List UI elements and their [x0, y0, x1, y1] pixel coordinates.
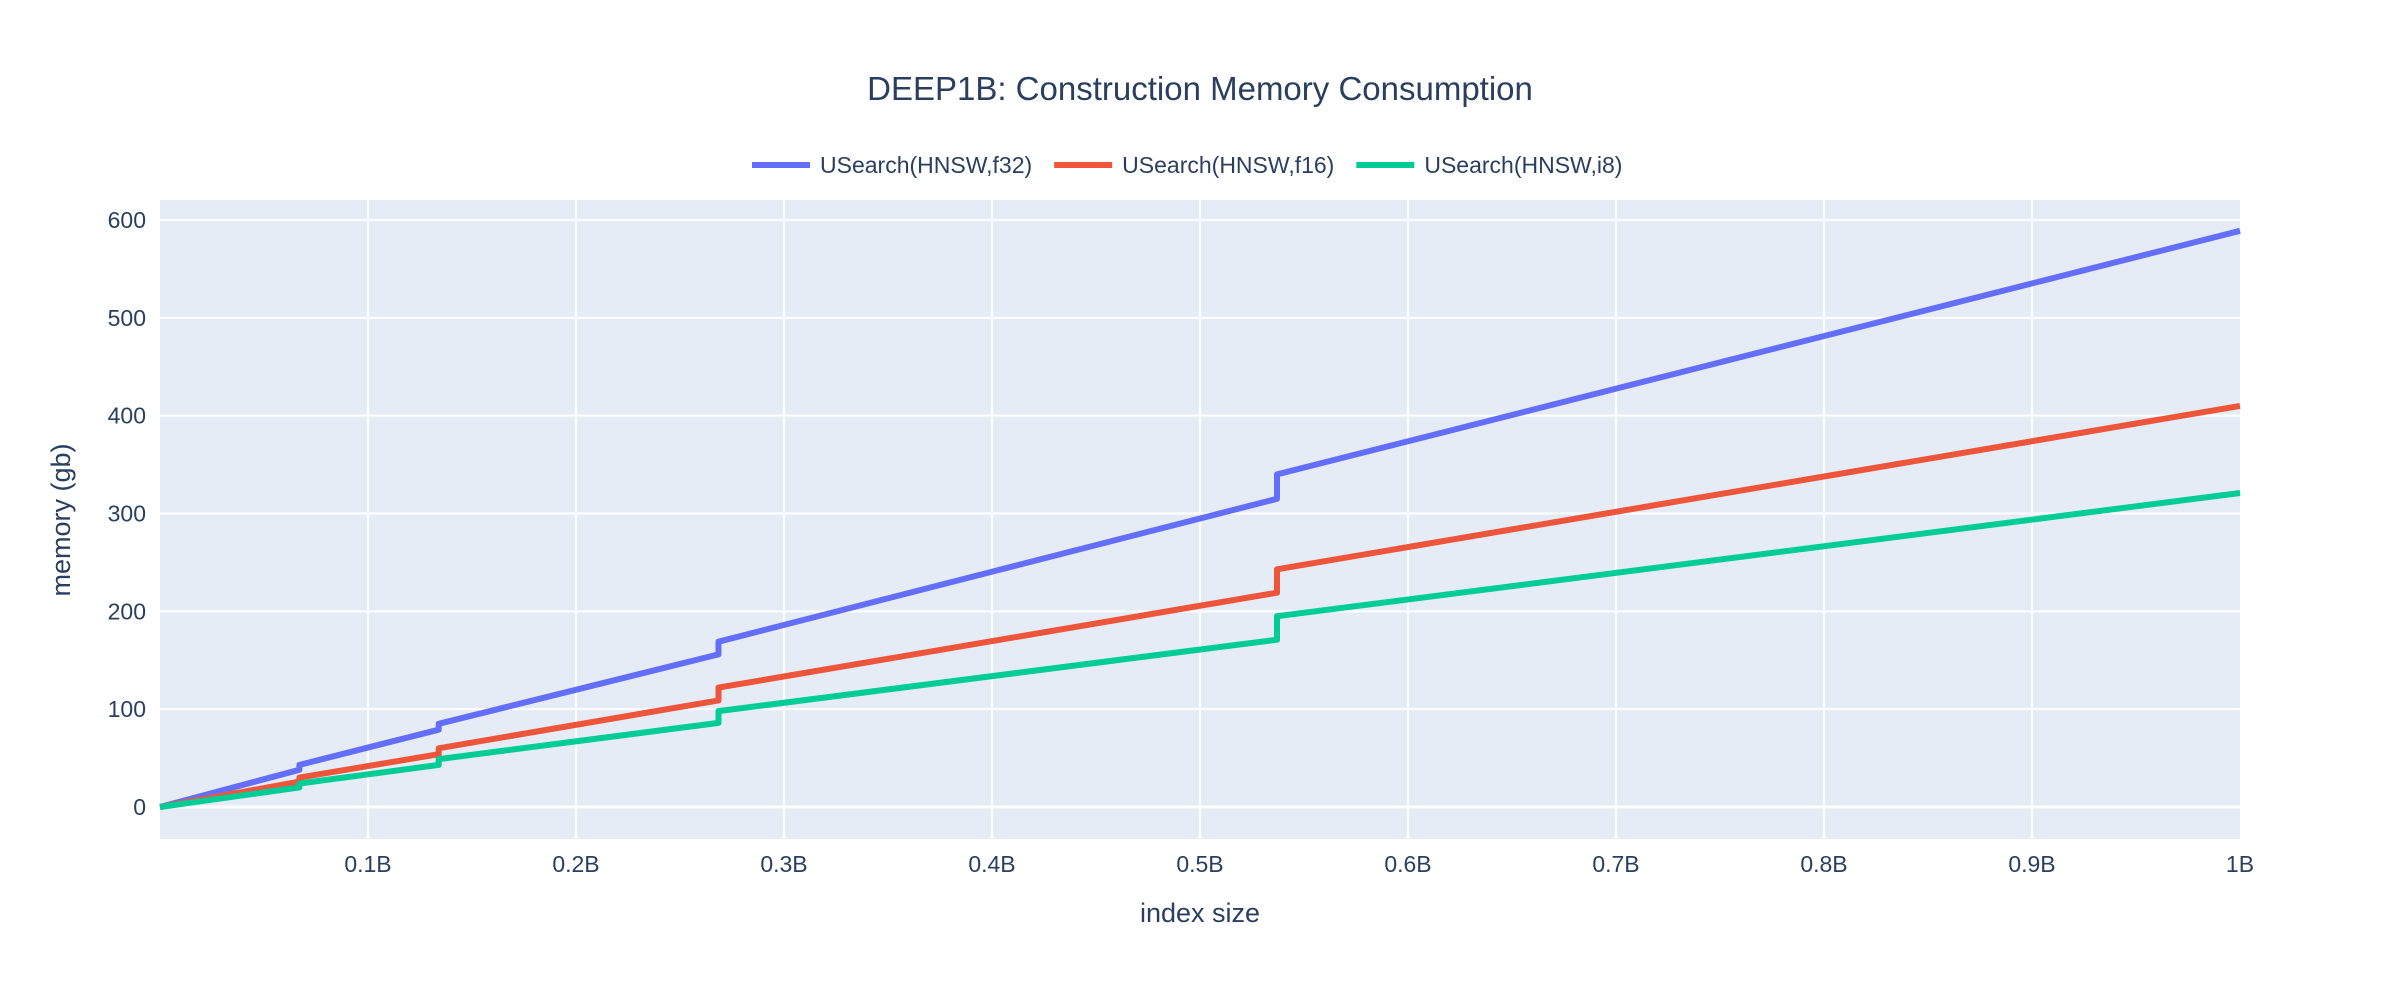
x-axis-title: index size	[1140, 898, 1260, 928]
legend[interactable]: USearch(HNSW,f32) USearch(HNSW,f16) USearc…	[752, 152, 1622, 178]
x-tick-label: 0.6B	[1384, 851, 1431, 877]
legend-label: USearch(HNSW,f32)	[820, 152, 1032, 178]
gridlines	[160, 200, 2240, 839]
legend-item-2[interactable]: USearch(HNSW,f16)	[1054, 152, 1334, 178]
chart-title: DEEP1B: Construction Memory Consumption	[867, 70, 1533, 107]
x-tick-label: 0.9B	[2008, 851, 2055, 877]
y-tick-label: 600	[108, 207, 146, 233]
y-tick-label: 400	[108, 403, 146, 429]
series-line-3[interactable]	[159, 490, 2241, 810]
y-tick-label: 500	[108, 305, 146, 331]
x-tick-label: 0.3B	[760, 851, 807, 877]
y-tick-label: 200	[108, 598, 146, 624]
y-tick-label: 100	[108, 696, 146, 722]
x-tick-label: 0.8B	[1800, 851, 1847, 877]
x-tick-label: 0.5B	[1176, 851, 1223, 877]
legend-item-1[interactable]: USearch(HNSW,f32)	[752, 152, 1032, 178]
x-tick-label: 0.7B	[1592, 851, 1639, 877]
x-axis-ticks: 0.1B 0.2B 0.3B 0.4B 0.5B 0.6B 0.7B 0.8B 0.9B 1B	[344, 851, 2254, 877]
y-tick-label: 0	[133, 794, 146, 820]
y-tick-label: 300	[108, 501, 146, 527]
series-line-2[interactable]	[159, 402, 2241, 810]
series-line-1[interactable]	[159, 227, 2241, 810]
legend-label: USearch(HNSW,f16)	[1122, 152, 1334, 178]
x-tick-label: 0.2B	[552, 851, 599, 877]
x-tick-label: 1B	[2226, 851, 2254, 877]
y-axis-ticks: 0 100 200 300 400 500 600	[108, 207, 146, 820]
x-tick-label: 0.4B	[968, 851, 1015, 877]
legend-label: USearch(HNSW,i8)	[1424, 152, 1622, 178]
legend-item-3[interactable]: USearch(HNSW,i8)	[1356, 152, 1622, 178]
y-axis-title: memory (gb)	[46, 443, 76, 596]
series-lines	[159, 227, 2241, 810]
x-tick-label: 0.1B	[344, 851, 391, 877]
